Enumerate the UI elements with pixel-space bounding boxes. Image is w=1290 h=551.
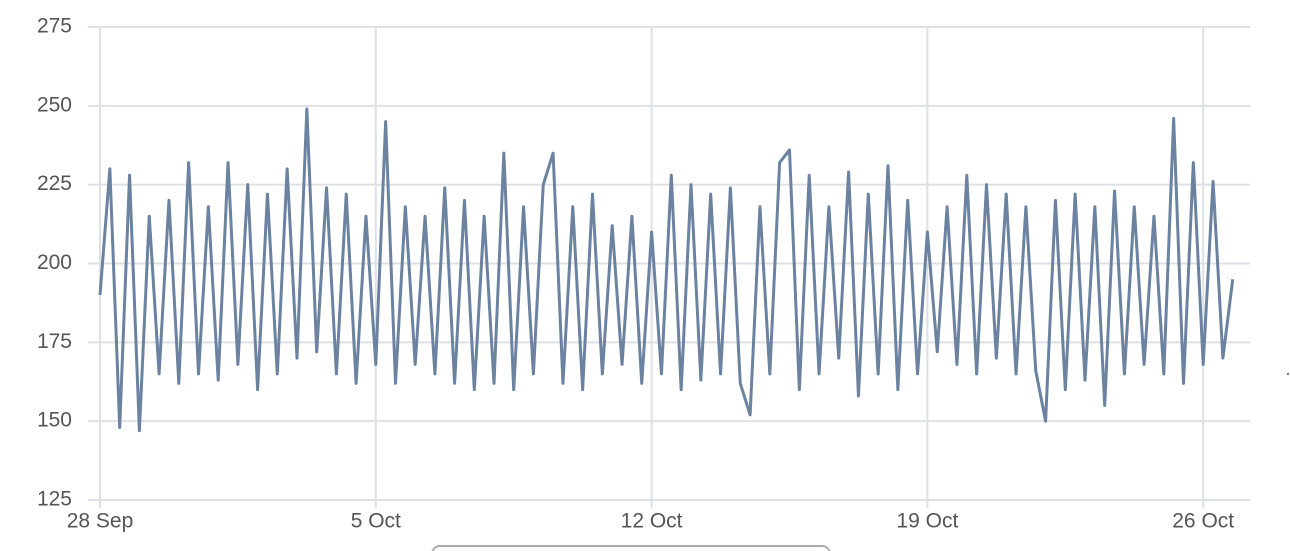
data-line bbox=[98, 107, 1235, 433]
scroll-handle bbox=[431, 545, 831, 551]
y-tick-label: 125 bbox=[37, 488, 72, 511]
x-tick-label: 19 Oct bbox=[896, 510, 958, 533]
y-tick-label: 250 bbox=[37, 93, 72, 116]
x-tick-label: 26 Oct bbox=[1172, 510, 1234, 533]
y-tick-label: 225 bbox=[37, 172, 72, 195]
y-tick-label: 150 bbox=[37, 409, 72, 432]
x-tick-label: 5 Oct bbox=[351, 510, 401, 533]
y-tick-label: 175 bbox=[37, 330, 72, 353]
y-tick-label: 200 bbox=[37, 251, 72, 274]
x-tick-label: 12 Oct bbox=[621, 510, 683, 533]
dot bbox=[1286, 372, 1290, 376]
x-tick-label: 28 Sep bbox=[67, 510, 134, 533]
y-tick-label: 275 bbox=[37, 15, 72, 38]
